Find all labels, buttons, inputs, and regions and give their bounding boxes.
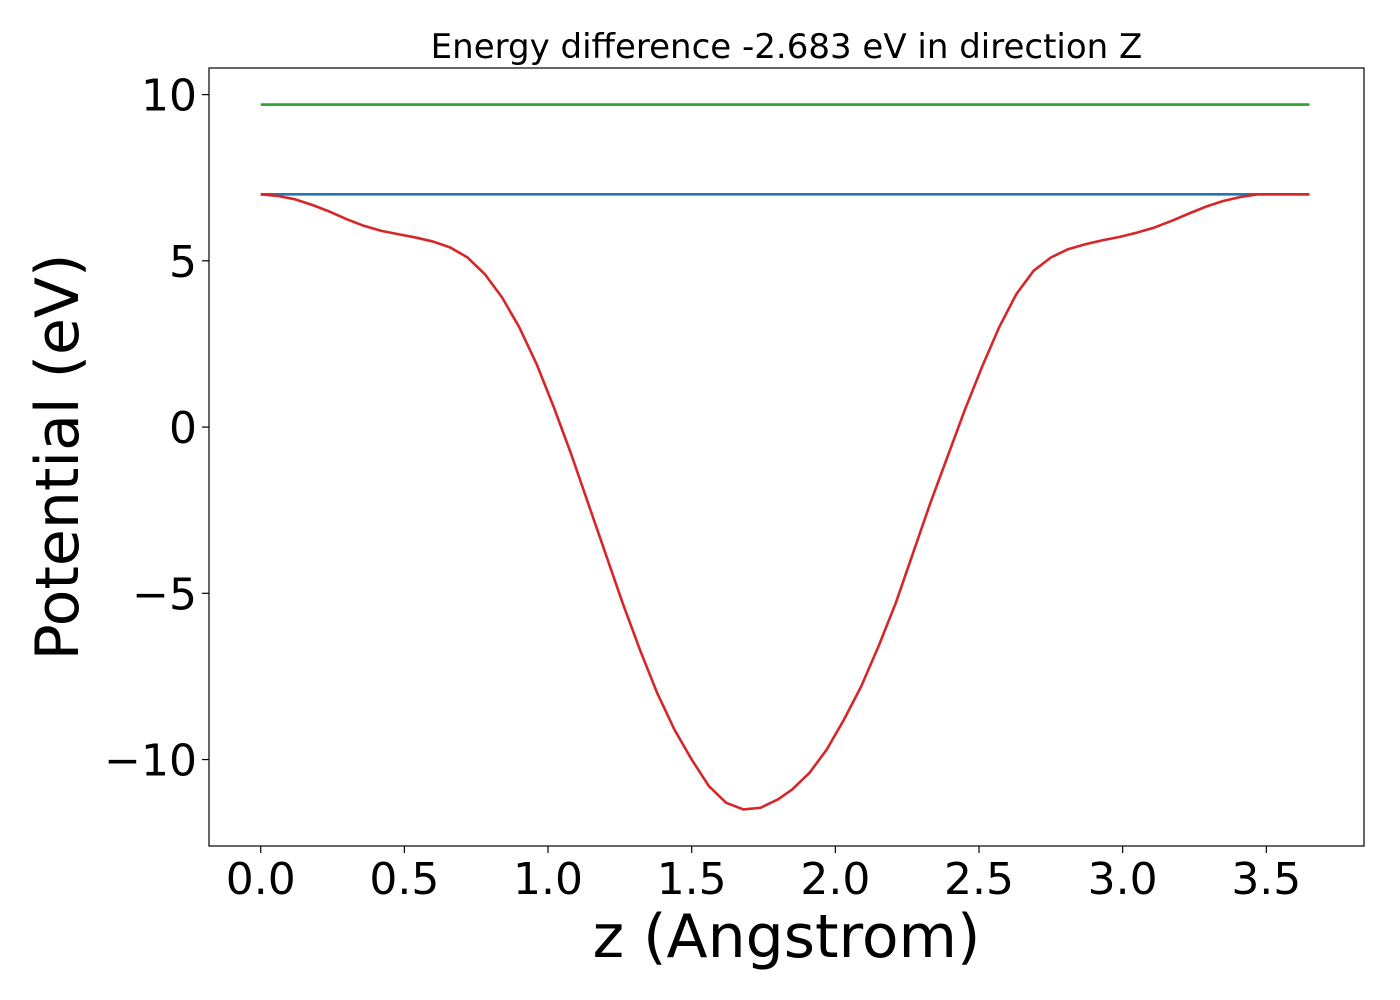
x-axis-ticks: 0.0 0.5 1.0 1.5 2.0 2.5 3.0 3.5 — [226, 846, 1301, 905]
series-line-2 — [260, 193, 1310, 811]
y-tick-label: −5 — [132, 569, 197, 620]
y-tick-label: −10 — [104, 736, 197, 787]
x-axis-label: z (Angstrom) — [593, 902, 981, 972]
x-tick-label: 2.0 — [800, 854, 870, 905]
x-tick-label: 3.5 — [1231, 854, 1301, 905]
x-tick-label: 3.0 — [1088, 854, 1158, 905]
plot-frame — [208, 67, 1365, 847]
x-tick-label: 2.5 — [944, 854, 1014, 905]
y-tick-label: 10 — [141, 71, 197, 122]
y-tick-label: 5 — [169, 237, 197, 288]
y-axis-label: Potential (eV) — [23, 254, 93, 661]
y-axis-ticks: 10 5 0 −5 −10 — [104, 71, 209, 787]
plot-area: 0.0 0.5 1.0 1.5 2.0 2.5 3.0 3.5 10 5 0 −5 −10 — [104, 67, 1365, 905]
chart-title: Energy difference -2.683 eV in direction… — [431, 27, 1143, 67]
x-tick-label: 1.0 — [513, 854, 583, 905]
series-layer — [260, 103, 1310, 811]
x-tick-label: 0.5 — [369, 854, 439, 905]
x-tick-label: 1.5 — [657, 854, 727, 905]
x-tick-label: 0.0 — [226, 854, 296, 905]
y-tick-label: 0 — [169, 403, 197, 454]
